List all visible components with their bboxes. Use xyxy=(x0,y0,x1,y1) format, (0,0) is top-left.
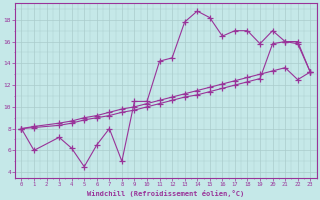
X-axis label: Windchill (Refroidissement éolien,°C): Windchill (Refroidissement éolien,°C) xyxy=(87,190,244,197)
